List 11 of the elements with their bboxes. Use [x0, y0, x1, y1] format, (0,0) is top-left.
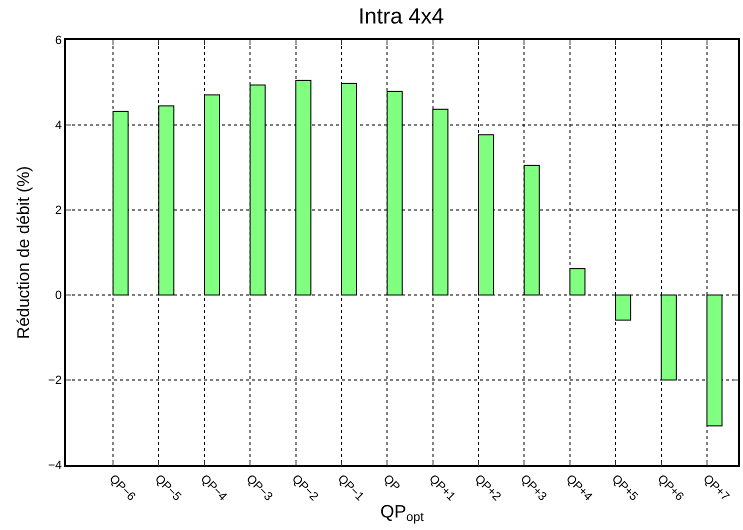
y-tick-label: 0	[55, 288, 62, 302]
y-axis-title: Réduction de débit (%)	[14, 166, 34, 339]
y-tick-label: 2	[55, 203, 62, 218]
bar	[569, 268, 586, 296]
y-tick-label: −2	[48, 373, 62, 388]
y-tick-label: 4	[55, 118, 62, 132]
chart-title: Intra 4x4	[358, 3, 444, 28]
y-tick-label: −4	[48, 458, 62, 472]
x-axis-title: QP$_{opt}$	[380, 501, 424, 524]
y-tick-label: 6	[55, 33, 62, 48]
x-tick-label: QP	[380, 472, 403, 494]
